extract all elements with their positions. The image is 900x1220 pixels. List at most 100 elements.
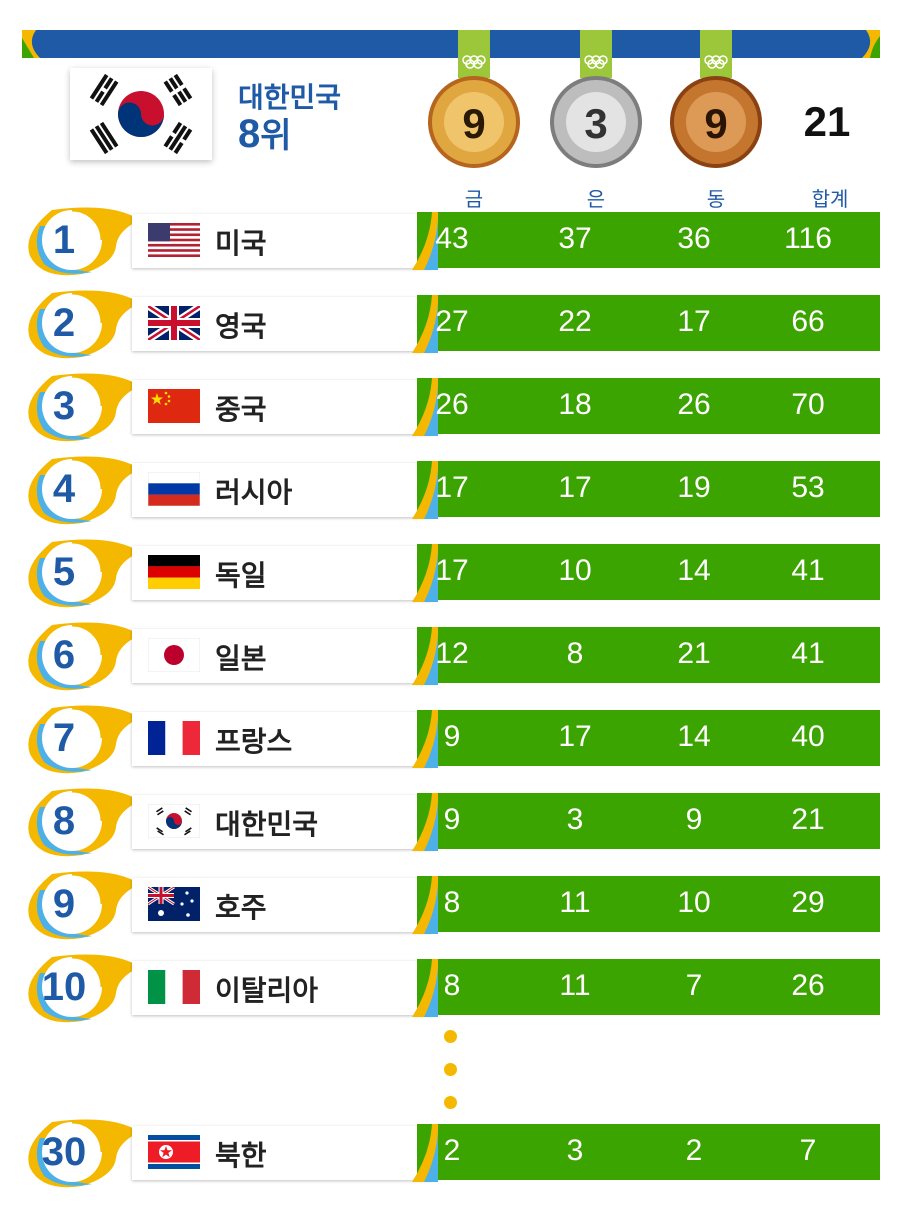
silver-value: 11 <box>559 969 591 1002</box>
total-value: 40 <box>791 720 825 753</box>
gold-value: 27 <box>435 305 469 338</box>
rank-badge-icon <box>22 538 147 610</box>
bronze-value: 2 <box>685 1134 703 1167</box>
dot-icon <box>444 1063 457 1076</box>
stripe-decoration-icon <box>402 793 438 851</box>
column-header-silver: 은 <box>586 189 606 211</box>
table-row: 1 미국 43 37 36 116 <box>22 207 880 276</box>
silver-value: 18 <box>558 388 592 421</box>
rank-number: 1 <box>52 218 76 262</box>
rank-number: 10 <box>41 965 87 1009</box>
gold-value: 9 <box>443 803 461 836</box>
bronze-value: 17 <box>677 305 711 338</box>
country-name: 일본 <box>215 643 267 674</box>
australia-flag-icon <box>147 885 200 921</box>
country-name: 대한민국 <box>215 809 319 840</box>
korea-flag-icon <box>89 73 193 155</box>
country-name: 영국 <box>215 311 267 342</box>
total-value: 53 <box>791 471 825 504</box>
wave-decoration-icon <box>862 30 880 58</box>
country-name: 북한 <box>215 1140 267 1171</box>
dot-icon <box>444 1030 457 1043</box>
medal-cells <box>417 1124 880 1180</box>
dot-icon <box>444 1096 457 1109</box>
stripe-decoration-icon <box>402 295 438 353</box>
bronze-medal-icon: 9 <box>670 30 762 168</box>
stripe-decoration-icon <box>402 627 438 685</box>
medal-cells <box>417 461 880 517</box>
top-banner <box>22 30 880 58</box>
medal-cells <box>417 627 880 683</box>
table-row: 7 프랑스 9 17 14 40 <box>22 705 880 774</box>
rank-badge-icon <box>22 870 147 942</box>
medal-cells <box>417 793 880 849</box>
silver-value: 3 <box>566 1134 584 1167</box>
total-value: 29 <box>791 886 825 919</box>
silver-value: 37 <box>558 222 592 255</box>
total-value: 116 <box>784 222 832 255</box>
rank-badge-icon <box>22 787 147 859</box>
header-country-name: 대한민국 <box>238 82 342 113</box>
medal-cells <box>417 876 880 932</box>
silver-value: 11 <box>559 886 591 919</box>
bronze-value: 10 <box>677 886 711 919</box>
country-name: 러시아 <box>215 477 293 508</box>
table-row: 2 영국 27 22 17 66 <box>22 290 880 359</box>
table-row: 8 대한민국 9 3 9 21 <box>22 788 880 857</box>
gold-value: 26 <box>435 388 469 421</box>
table-row: 4 러시아 17 17 19 53 <box>22 456 880 525</box>
rank-number: 7 <box>52 716 76 760</box>
france-flag-icon <box>148 721 200 755</box>
total-value: 70 <box>791 388 825 421</box>
rank-number: 5 <box>52 550 76 594</box>
bronze-value: 14 <box>677 554 711 587</box>
rank-number: 30 <box>41 1130 87 1174</box>
gold-value: 8 <box>443 886 461 919</box>
rank-number: 8 <box>52 799 76 843</box>
table-row: 9 호주 8 11 10 29 <box>22 871 880 940</box>
rank-number: 3 <box>52 384 76 428</box>
country-name: 프랑스 <box>215 726 293 757</box>
japan-flag-icon <box>147 637 201 673</box>
stripe-decoration-icon <box>402 461 438 519</box>
medal-cells <box>417 544 880 600</box>
medal-cells <box>417 710 880 766</box>
rank-number: 4 <box>52 467 76 511</box>
korea-flag-card <box>70 68 212 160</box>
column-header-gold: 금 <box>464 189 484 211</box>
country-name: 호주 <box>215 892 267 923</box>
gold-count: 9 <box>462 100 485 147</box>
bronze-value: 7 <box>685 969 703 1002</box>
rank-badge-icon <box>22 455 147 527</box>
stripe-decoration-icon <box>402 544 438 602</box>
country-name: 미국 <box>215 228 267 259</box>
uk-flag-icon <box>146 303 202 343</box>
rank-badge-icon <box>22 704 147 776</box>
rank-badge-icon <box>22 289 147 361</box>
gold-value: 17 <box>435 471 469 504</box>
silver-value: 3 <box>566 803 584 836</box>
italy-flag-icon <box>148 970 200 1004</box>
total-value: 26 <box>791 969 825 1002</box>
gold-value: 2 <box>443 1134 461 1167</box>
ellipsis-dots <box>444 1030 458 1129</box>
table-row: 5 독일 17 10 14 41 <box>22 539 880 608</box>
column-header-bronze: 동 <box>706 189 726 211</box>
medal-cells <box>417 959 880 1015</box>
country-name: 이탈리아 <box>215 975 319 1006</box>
silver-value: 22 <box>558 305 592 338</box>
bronze-value: 14 <box>677 720 711 753</box>
rank-badge-icon <box>22 953 147 1025</box>
silver-value: 10 <box>558 554 592 587</box>
table-row: 6 일본 12 8 21 41 <box>22 622 880 691</box>
bronze-value: 9 <box>685 803 703 836</box>
medal-cells <box>417 295 880 351</box>
russia-flag-icon <box>147 471 201 507</box>
silver-value: 8 <box>566 637 584 670</box>
header-country-rank: 8위 <box>238 108 292 157</box>
stripe-decoration-icon <box>402 710 438 768</box>
total-value: 21 <box>791 803 825 836</box>
column-header-total: 합계 <box>811 189 849 211</box>
stripe-decoration-icon <box>402 1124 438 1182</box>
bronze-value: 26 <box>677 388 711 421</box>
